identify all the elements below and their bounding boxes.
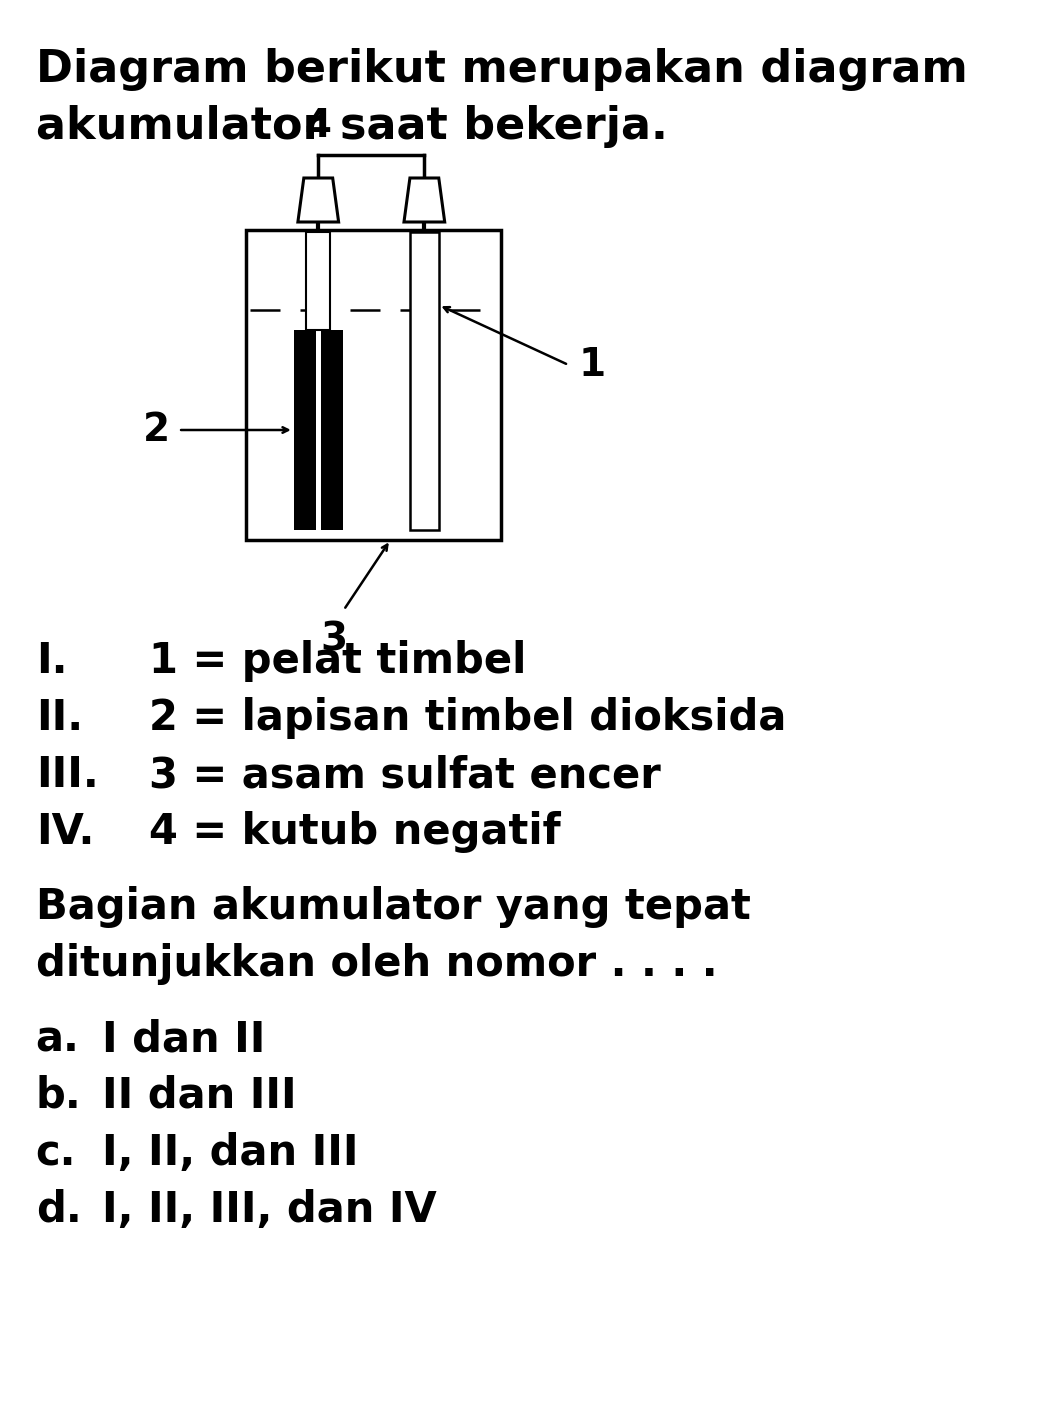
Text: IV.: IV. [35,811,94,853]
Text: 3 = asam sulfat encer: 3 = asam sulfat encer [149,754,660,796]
Text: 1 = pelat timbel: 1 = pelat timbel [149,640,526,682]
Polygon shape [404,179,445,222]
Text: akumulator saat bekerja.: akumulator saat bekerja. [35,105,667,147]
Text: III.: III. [35,754,99,796]
Text: II dan III: II dan III [102,1076,297,1117]
Text: Diagram berikut merupakan diagram: Diagram berikut merupakan diagram [35,48,967,91]
Polygon shape [298,179,338,222]
Text: ditunjukkan oleh nomor . . . .: ditunjukkan oleh nomor . . . . [35,942,717,985]
Bar [321,330,342,530]
Bar [410,232,438,530]
Text: II.: II. [35,697,83,740]
Text: 4: 4 [305,108,332,145]
Text: 4 = kutub negatif: 4 = kutub negatif [149,811,560,853]
Text: 2: 2 [143,411,170,449]
Bar [246,230,501,540]
Text: 3: 3 [320,621,347,657]
Text: I dan II: I dan II [102,1017,265,1060]
Text: 1: 1 [579,346,606,384]
Text: I, II, III, dan IV: I, II, III, dan IV [102,1189,436,1231]
Bar [294,330,315,530]
Text: Bagian akumulator yang tepat: Bagian akumulator yang tepat [35,886,751,928]
Text: c.: c. [35,1132,76,1175]
Text: d.: d. [35,1189,81,1231]
Text: I, II, dan III: I, II, dan III [102,1132,358,1175]
Text: I.: I. [35,640,68,682]
Text: b.: b. [35,1076,81,1117]
Text: a.: a. [35,1017,79,1060]
Bar [306,232,330,330]
Text: 2 = lapisan timbel dioksida: 2 = lapisan timbel dioksida [149,697,786,740]
